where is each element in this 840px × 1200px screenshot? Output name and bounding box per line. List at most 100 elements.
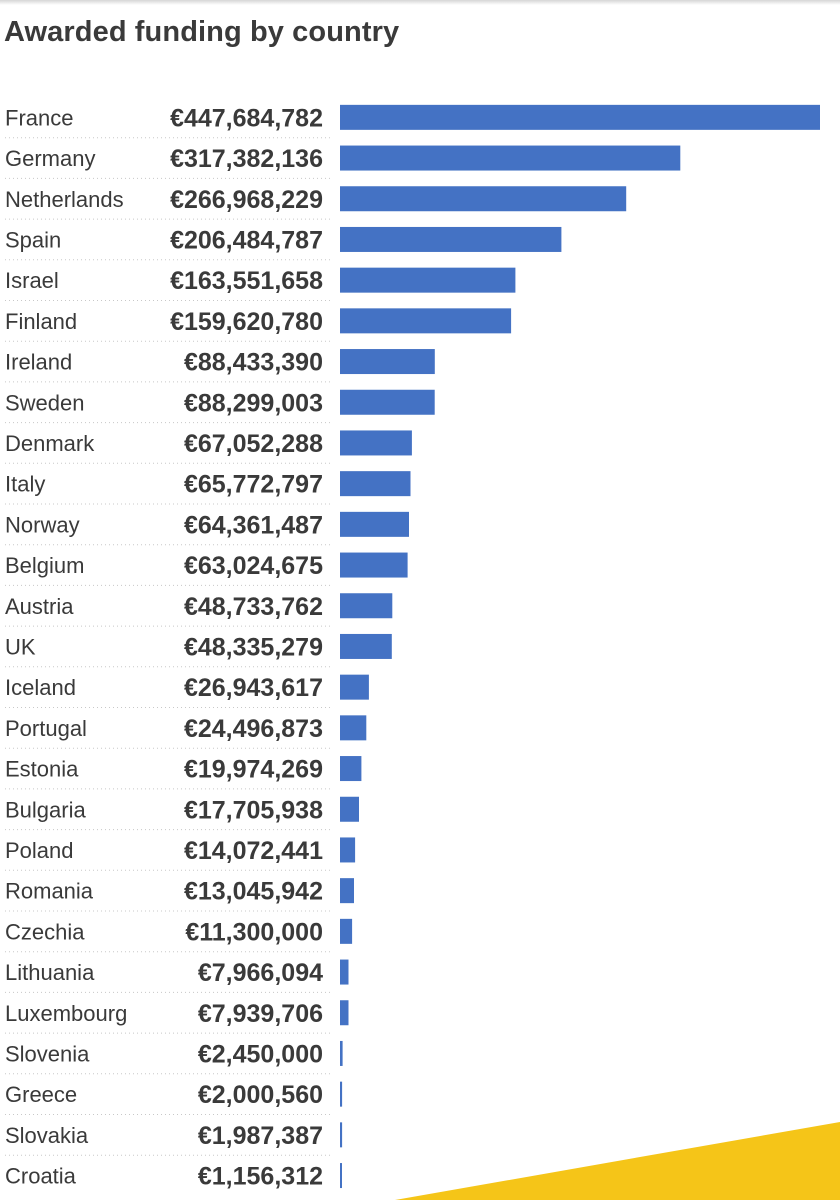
bar bbox=[340, 267, 516, 293]
bar bbox=[340, 104, 820, 130]
bar bbox=[340, 674, 369, 700]
bar-row: Luxembourg €7,939,706 bbox=[5, 1000, 349, 1034]
value-label: €48,335,279 bbox=[184, 633, 323, 661]
bar-row: Denmark €67,052,288 bbox=[5, 430, 412, 464]
category-label: Italy bbox=[5, 472, 45, 497]
value-label: €317,382,136 bbox=[170, 145, 323, 173]
bar-row: Norway €64,361,487 bbox=[5, 511, 409, 546]
category-label: Ireland bbox=[5, 350, 72, 375]
bar bbox=[340, 837, 356, 863]
value-label: €13,045,942 bbox=[184, 878, 323, 906]
bar bbox=[340, 389, 435, 415]
bar bbox=[340, 756, 362, 782]
bar-row: Romania €13,045,942 bbox=[5, 878, 354, 912]
bar bbox=[340, 186, 627, 212]
bar-row: Ireland €88,433,390 bbox=[5, 349, 435, 383]
category-label: Romania bbox=[5, 879, 94, 904]
category-label: France bbox=[5, 105, 73, 130]
value-label: €159,620,780 bbox=[170, 308, 323, 336]
bar bbox=[340, 633, 392, 659]
bar-row: Greece €2,000,560 bbox=[5, 1081, 343, 1115]
bar-row: Sweden €88,299,003 bbox=[5, 389, 435, 424]
bar-row: Iceland €26,943,617 bbox=[5, 674, 369, 708]
value-label: €19,974,269 bbox=[184, 756, 323, 784]
bar bbox=[340, 1040, 343, 1066]
bar-row: Portugal €24,496,873 bbox=[5, 715, 367, 749]
category-label: Belgium bbox=[5, 553, 84, 578]
category-label: Austria bbox=[5, 594, 74, 619]
category-label: Germany bbox=[5, 146, 95, 171]
category-label: Spain bbox=[5, 227, 61, 252]
bar-row: Belgium €63,024,675 bbox=[5, 552, 408, 586]
bar bbox=[340, 430, 412, 456]
category-label: Croatia bbox=[5, 1164, 77, 1189]
bar-row: Bulgaria €17,705,938 bbox=[5, 796, 359, 831]
value-label: €65,772,797 bbox=[184, 471, 323, 499]
bar bbox=[340, 145, 681, 171]
value-label: €48,733,762 bbox=[184, 593, 323, 621]
value-label: €63,024,675 bbox=[184, 552, 323, 580]
category-label: Slovakia bbox=[5, 1123, 89, 1148]
top-divider bbox=[0, 0, 840, 5]
chart-title: Awarded funding by country bbox=[4, 16, 400, 48]
bar-row: Israel €163,551,658 bbox=[5, 267, 516, 301]
bar-row: Czechia €11,300,000 bbox=[5, 918, 353, 953]
bar-row: Estonia €19,974,269 bbox=[5, 756, 362, 790]
bar-row: Poland €14,072,441 bbox=[5, 837, 356, 871]
value-label: €7,939,706 bbox=[198, 1000, 323, 1028]
category-label: Norway bbox=[5, 512, 80, 537]
value-label: €67,052,288 bbox=[184, 430, 323, 458]
bar-row: Slovenia €2,450,000 bbox=[5, 1040, 343, 1075]
value-label: €1,987,387 bbox=[198, 1122, 323, 1150]
bar bbox=[340, 918, 353, 944]
bar-row: Lithuania €7,966,094 bbox=[5, 959, 349, 993]
bar-row: Spain €206,484,787 bbox=[5, 226, 562, 261]
value-label: €7,966,094 bbox=[198, 959, 323, 987]
bar bbox=[340, 511, 409, 537]
bar bbox=[340, 349, 435, 375]
bar bbox=[340, 796, 359, 822]
category-label: Netherlands bbox=[5, 187, 124, 212]
bar bbox=[340, 959, 349, 985]
decorative-stripe bbox=[395, 1122, 840, 1200]
bar bbox=[340, 593, 393, 619]
category-label: Lithuania bbox=[5, 960, 95, 985]
value-label: €1,156,312 bbox=[198, 1163, 323, 1191]
bar-row: Germany €317,382,136 bbox=[5, 145, 681, 179]
value-label: €26,943,617 bbox=[184, 674, 323, 702]
category-label: Bulgaria bbox=[5, 797, 86, 822]
value-label: €14,072,441 bbox=[184, 837, 323, 865]
bar-row: Croatia €1,156,312 bbox=[5, 1163, 342, 1191]
bar bbox=[340, 552, 408, 578]
category-label: UK bbox=[5, 634, 36, 659]
category-label: Slovenia bbox=[5, 1041, 90, 1066]
bar-row: Austria €48,733,762 bbox=[5, 593, 393, 627]
category-label: Czechia bbox=[5, 919, 85, 944]
bar bbox=[340, 1000, 349, 1026]
bar-row: UK €48,335,279 bbox=[5, 633, 392, 668]
category-label: Denmark bbox=[5, 431, 95, 456]
bar bbox=[340, 1122, 343, 1148]
category-label: Estonia bbox=[5, 757, 79, 782]
bar-row: Slovakia €1,987,387 bbox=[5, 1122, 343, 1156]
value-label: €24,496,873 bbox=[184, 715, 323, 743]
bar bbox=[340, 1081, 343, 1107]
value-label: €17,705,938 bbox=[184, 796, 323, 824]
category-label: Finland bbox=[5, 309, 77, 334]
bar-row: Italy €65,772,797 bbox=[5, 471, 411, 505]
value-label: €11,300,000 bbox=[185, 918, 323, 946]
bar bbox=[340, 471, 411, 497]
bar-row: France €447,684,782 bbox=[5, 104, 820, 139]
value-label: €64,361,487 bbox=[184, 511, 323, 539]
value-label: €266,968,229 bbox=[170, 186, 323, 214]
bar bbox=[340, 1163, 342, 1189]
category-label: Sweden bbox=[5, 390, 85, 415]
value-label: €447,684,782 bbox=[170, 104, 323, 132]
value-label: €2,000,560 bbox=[198, 1081, 323, 1109]
bar bbox=[340, 308, 512, 334]
value-label: €206,484,787 bbox=[170, 226, 323, 254]
bar bbox=[340, 715, 367, 741]
value-label: €88,433,390 bbox=[184, 349, 323, 377]
value-label: €163,551,658 bbox=[170, 267, 323, 295]
